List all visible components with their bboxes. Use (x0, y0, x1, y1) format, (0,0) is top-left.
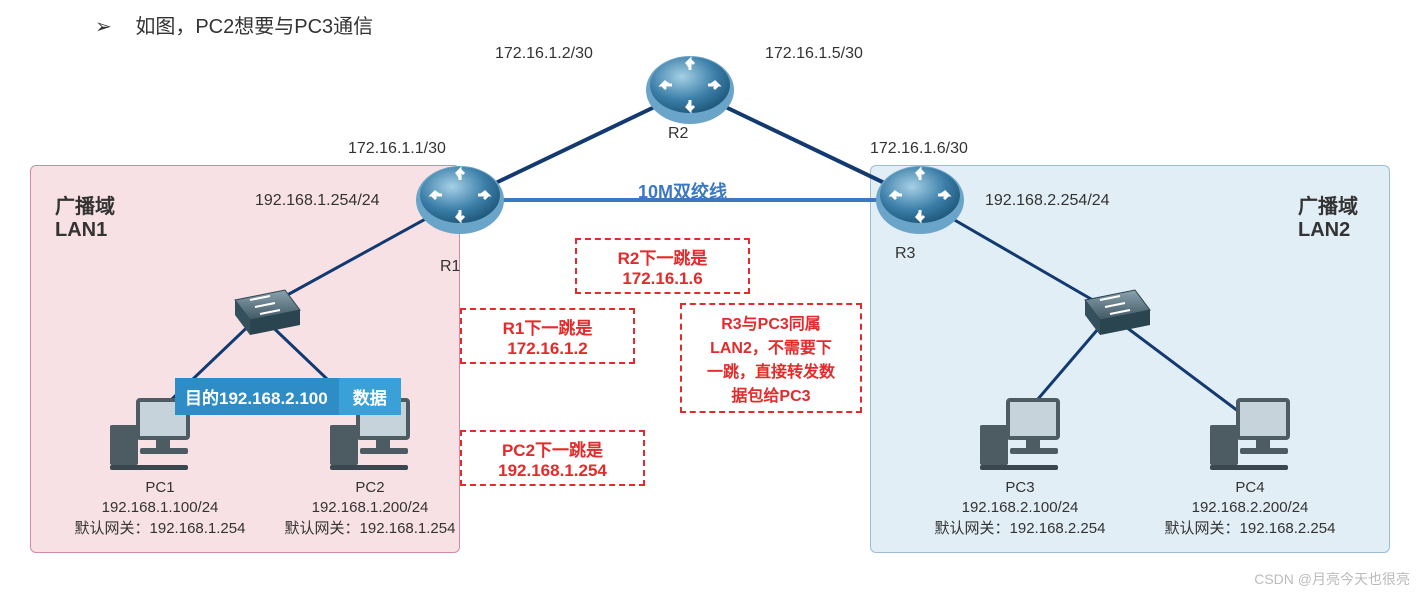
packet: 目的192.168.2.100 数据 (175, 378, 401, 415)
r2-ip-left: 172.16.1.2/30 (495, 45, 593, 63)
pc2-name: PC2 (270, 478, 470, 498)
bullet-icon: ➢ (95, 16, 112, 38)
pc2-ip: 192.168.1.200/24 (270, 498, 470, 518)
link-label: 10M双绞线 (638, 178, 727, 204)
lan1-label: 广播域 LAN1 (55, 190, 115, 242)
r3-ip-lan: 192.168.2.254/24 (985, 192, 1110, 210)
pc1-ip: 192.168.1.100/24 (60, 498, 260, 518)
pc3-gw: 默认网关：192.168.2.254 (920, 519, 1120, 539)
r1-name: R1 (440, 258, 460, 276)
router-r2-icon (646, 56, 734, 124)
pc4-name: PC4 (1150, 478, 1350, 498)
pc1-gw: 默认网关：192.168.1.254 (60, 519, 260, 539)
pc1-name: PC1 (60, 478, 260, 498)
r2-name: R2 (668, 125, 688, 143)
pc4-gw: 默认网关：192.168.2.254 (1150, 519, 1350, 539)
pc4-ip: 192.168.2.200/24 (1150, 498, 1350, 518)
diagram-title: ➢ 如图，PC2想要与PC3通信 (95, 10, 373, 39)
title-text: 如图，PC2想要与PC3通信 (135, 16, 373, 38)
hop-r1: R1下一跳是 172.16.1.2 (460, 308, 635, 364)
r1-ip-lan: 192.168.1.254/24 (255, 192, 380, 210)
pc3-block: PC3 192.168.2.100/24 默认网关：192.168.2.254 (920, 478, 1120, 539)
r3-name: R3 (895, 245, 915, 263)
hop-r2: R2下一跳是 172.16.1.6 (575, 238, 750, 294)
pc3-ip: 192.168.2.100/24 (920, 498, 1120, 518)
packet-data: 数据 (338, 378, 401, 415)
hop-pc2: PC2下一跳是 192.168.1.254 (460, 430, 645, 486)
packet-dest: 目的192.168.2.100 (175, 378, 338, 415)
pc2-block: PC2 192.168.1.200/24 默认网关：192.168.1.254 (270, 478, 470, 539)
pc4-block: PC4 192.168.2.200/24 默认网关：192.168.2.254 (1150, 478, 1350, 539)
lan2-label: 广播域 LAN2 (1298, 190, 1358, 242)
pc3-name: PC3 (920, 478, 1120, 498)
pc2-gw: 默认网关：192.168.1.254 (270, 519, 470, 539)
r1-ip-wan: 172.16.1.1/30 (348, 140, 446, 158)
r3-ip-wan: 172.16.1.6/30 (870, 140, 968, 158)
hop-r3: R3与PC3同属 LAN2，不需要下 一跳，直接转发数 据包给PC3 (680, 303, 862, 413)
watermark: CSDN @月亮今天也很亮 (1254, 569, 1410, 589)
r2-ip-right: 172.16.1.5/30 (765, 45, 863, 63)
pc1-block: PC1 192.168.1.100/24 默认网关：192.168.1.254 (60, 478, 260, 539)
